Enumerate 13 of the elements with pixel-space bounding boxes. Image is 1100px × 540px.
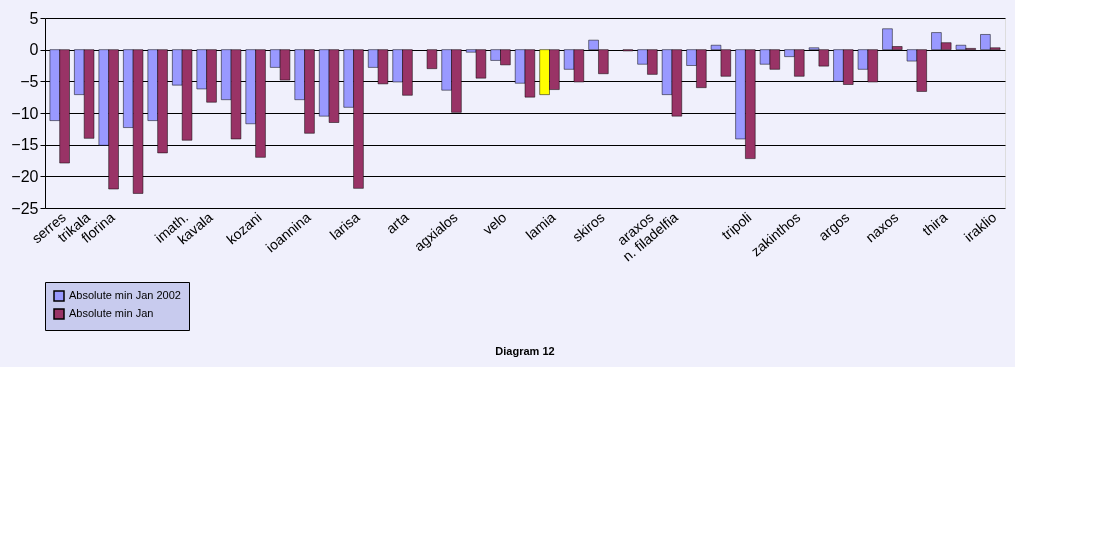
x-tick-label: thira xyxy=(919,208,951,239)
y-tick-label: 0 xyxy=(29,41,39,59)
y-tick-label: 5 xyxy=(29,9,39,27)
legend-label: Absolute min Jan 2002 xyxy=(69,289,181,301)
x-tick-label: arta xyxy=(382,208,412,237)
text: Diagram 12 xyxy=(495,344,555,357)
y-tick-label: −25 xyxy=(11,199,39,217)
legend-label: Absolute min Jan xyxy=(69,307,154,319)
y-tick-label: −10 xyxy=(11,104,39,122)
y-tick-label: −20 xyxy=(11,167,39,185)
y-tick-label: −5 xyxy=(20,72,39,90)
x-tick-label: velo xyxy=(479,208,510,238)
y-tick-label: −15 xyxy=(11,136,39,154)
